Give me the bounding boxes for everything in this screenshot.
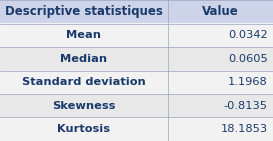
- Text: -0.8135: -0.8135: [224, 101, 268, 111]
- Text: 18.1853: 18.1853: [220, 124, 268, 134]
- Bar: [0, 24, 273, 47]
- Text: Mean: Mean: [66, 30, 102, 40]
- Text: 1.1968: 1.1968: [228, 77, 268, 87]
- Text: Median: Median: [60, 54, 108, 64]
- Text: 0.0342: 0.0342: [228, 30, 268, 40]
- Text: Kurtosis: Kurtosis: [57, 124, 111, 134]
- Bar: [0, 70, 273, 94]
- Text: Value: Value: [202, 5, 239, 18]
- Bar: [0, 117, 273, 141]
- Text: 0.0605: 0.0605: [228, 54, 268, 64]
- Bar: [0, 94, 273, 117]
- Bar: [0, 47, 273, 70]
- Bar: [0, 0, 273, 24]
- Text: Standard deviation: Standard deviation: [22, 77, 146, 87]
- Text: Descriptive statistiques: Descriptive statistiques: [5, 5, 163, 18]
- Text: Skewness: Skewness: [52, 101, 116, 111]
